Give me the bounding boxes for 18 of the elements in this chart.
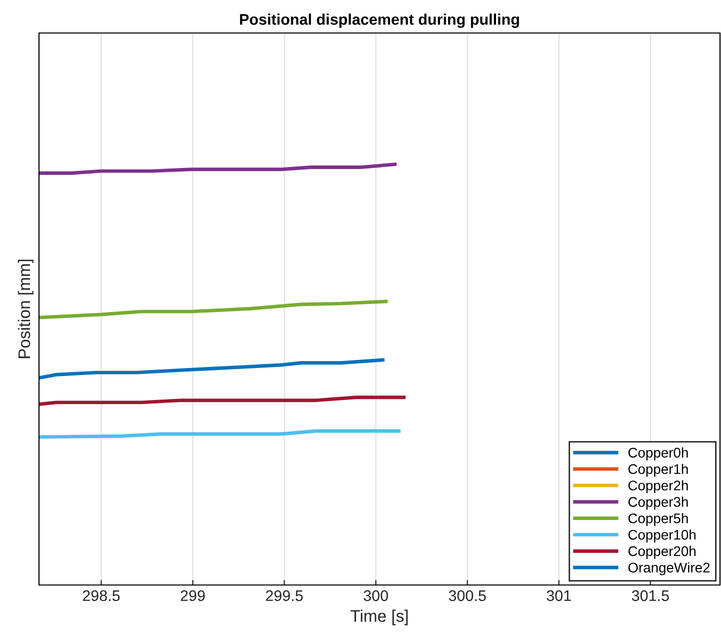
chart-title: Positional displacement during pulling	[240, 14, 519, 28]
x-axis-title: Time [s]	[350, 610, 408, 626]
legend-label: Copper20h	[628, 546, 696, 559]
x-tick-label: 301	[546, 590, 571, 602]
x-tick-label: 300.5	[448, 590, 486, 602]
legend-label: Copper1h	[628, 464, 688, 477]
x-tick-label: 298.5	[82, 590, 120, 602]
legend-label: Copper2h	[628, 480, 688, 494]
legend-label: Copper5h	[628, 513, 688, 526]
legend-label: Copper0h	[628, 447, 688, 460]
x-tick-label: 299	[180, 590, 205, 602]
legend-label: Copper10h	[628, 529, 696, 542]
legend-label: OrangeWire2	[628, 562, 710, 576]
x-tick-label: 299.5	[266, 590, 303, 602]
legend-label: Copper3h	[628, 496, 688, 510]
x-tick-label: 301.5	[632, 590, 669, 602]
x-tick-label: 300	[364, 590, 388, 602]
y-axis-title: Position [mm]	[18, 260, 34, 358]
